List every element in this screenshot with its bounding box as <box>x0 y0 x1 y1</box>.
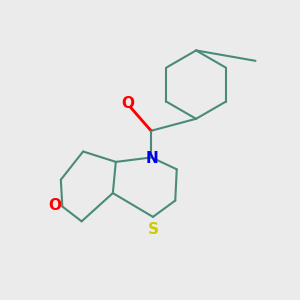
Text: N: N <box>146 152 158 166</box>
Text: O: O <box>121 96 134 111</box>
Text: O: O <box>48 198 62 213</box>
Text: S: S <box>148 222 159 237</box>
